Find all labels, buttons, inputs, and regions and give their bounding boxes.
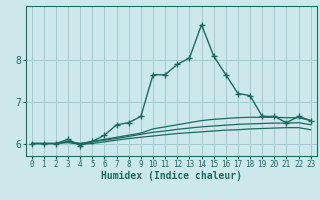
X-axis label: Humidex (Indice chaleur): Humidex (Indice chaleur) (101, 171, 242, 181)
